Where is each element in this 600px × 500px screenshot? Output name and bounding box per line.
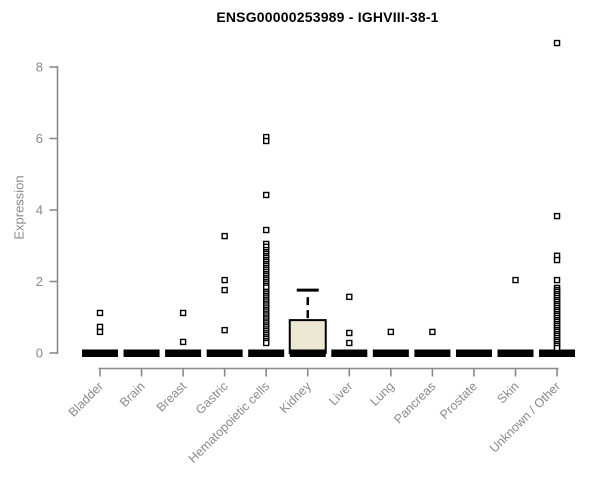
outlier-point-gastric [221, 276, 228, 284]
y-tick-label: 6 [36, 131, 43, 146]
outlier-point-unknown-other [553, 344, 561, 352]
median-bar-unknown-other [539, 349, 576, 357]
outlier-point-bladder [96, 309, 104, 317]
x-tick-label-lung: Lung [367, 379, 397, 409]
outlier-point-liver [346, 293, 353, 301]
x-tick-label-hematopoietic-cells: Hematopoietic cells [186, 379, 273, 466]
outlier-point-hematopoietic-cells [263, 191, 270, 199]
median-bar-lung [372, 349, 409, 357]
outlier-point-liver [346, 339, 353, 347]
y-axis-label: Expression [11, 175, 27, 240]
chart-title: ENSG00000253989 - IGHVIII-38-1 [216, 9, 439, 25]
outlier-point-gastric [221, 326, 228, 334]
x-tick-label-liver: Liver [326, 379, 355, 408]
median-bar-skin [497, 349, 534, 357]
y-tick-label: 0 [36, 346, 43, 361]
outlier-point-pancreas [429, 328, 436, 336]
outlier-point-lung [387, 328, 395, 336]
median-bar-prostate [455, 349, 492, 357]
outlier-point-unknown-other [553, 39, 561, 47]
outlier-point-breast [179, 338, 187, 346]
x-tick-label-breast: Breast [154, 379, 190, 415]
outlier-point-unknown-other [553, 212, 561, 220]
y-tick-label: 4 [36, 203, 43, 218]
outlier-point-bladder [96, 328, 104, 336]
outlier-point-hematopoietic-cells [263, 226, 270, 234]
outlier-point-bladder [96, 323, 104, 331]
x-tick-label-prostate: Prostate [437, 379, 480, 422]
x-tick-label-gastric: Gastric [193, 379, 231, 417]
median-bar-hematopoietic-cells [248, 349, 285, 357]
median-bar-liver [331, 349, 368, 357]
median-bar-gastric [206, 349, 243, 357]
x-tick-label-unknown-other: Unknown / Other [487, 379, 563, 455]
x-tick-label-bladder: Bladder [66, 379, 106, 419]
box-kidney [288, 319, 327, 354]
outlier-point-gastric [221, 286, 228, 294]
median-bar-pancreas [414, 349, 451, 357]
outlier-point-skin [512, 276, 519, 284]
x-tick-label-kidney: Kidney [277, 379, 314, 416]
outlier-point-unknown-other [553, 276, 561, 284]
y-tick-label: 8 [36, 60, 43, 75]
median-bar-brain [123, 349, 160, 357]
median-bar-breast [165, 349, 202, 357]
x-tick-label-skin: Skin [495, 379, 522, 406]
median-bar-bladder [82, 349, 118, 357]
x-tick-label-brain: Brain [117, 379, 148, 410]
outlier-point-liver [346, 329, 353, 337]
x-tick-label-pancreas: Pancreas [391, 379, 438, 426]
outlier-point-hematopoietic-cells [263, 339, 270, 347]
median-bar-kidney [289, 349, 326, 357]
outlier-point-breast [179, 309, 187, 317]
y-tick-label: 2 [36, 274, 43, 289]
outlier-point-hematopoietic-cells [263, 137, 270, 145]
outlier-point-unknown-other [553, 256, 561, 264]
outlier-point-gastric [221, 232, 228, 240]
